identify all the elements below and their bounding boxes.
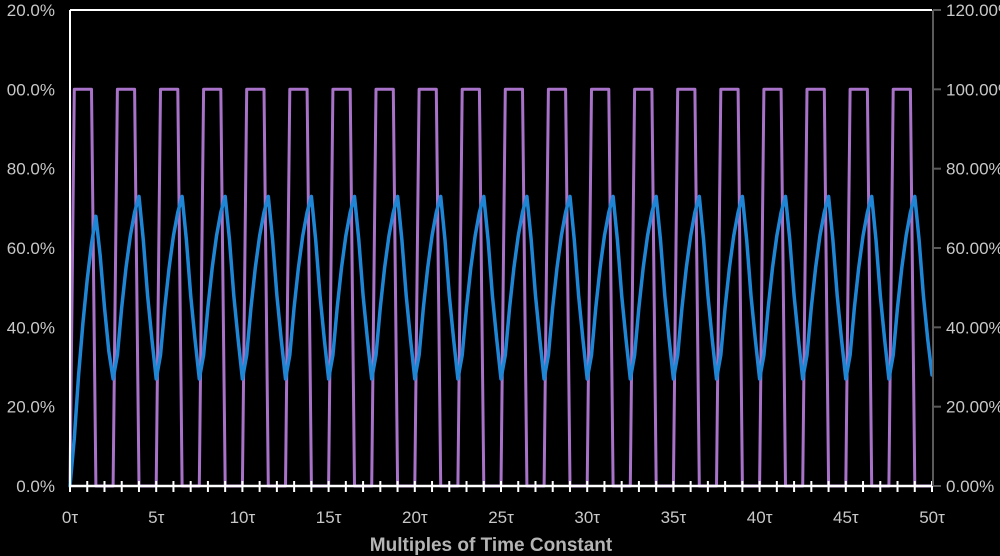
x-tick-label: 50τ bbox=[919, 508, 945, 527]
x-tick-label: 20τ bbox=[402, 508, 428, 527]
y-tick-label: 60.0% bbox=[7, 239, 55, 258]
x-tick-label: 5τ bbox=[148, 508, 164, 527]
y-tick-label: 20.0% bbox=[7, 398, 55, 417]
x-tick-label: 0τ bbox=[62, 508, 78, 527]
tick-labels: 0.0% 20.0% 40.0% 60.0% 80.0% 00.0% 20.0% 0.00% 2… bbox=[7, 1, 1000, 527]
rc-response-series bbox=[68, 194, 934, 488]
axes bbox=[69, 9, 941, 492]
x-tick-label: 35τ bbox=[661, 508, 687, 527]
y-tick-label: 20.0% bbox=[7, 1, 55, 20]
y2-tick-label: 60.00% bbox=[946, 239, 1000, 258]
y-tick-label: 40.0% bbox=[7, 318, 55, 337]
x-tick-label: 45τ bbox=[833, 508, 859, 527]
square-wave-series bbox=[68, 87, 934, 488]
y2-tick-label: 40.00% bbox=[946, 318, 1000, 337]
y2-tick-label: 80.00% bbox=[946, 160, 1000, 179]
x-tick-label: 10τ bbox=[230, 508, 256, 527]
y-tick-label: 80.0% bbox=[7, 160, 55, 179]
x-tick-label: 30τ bbox=[574, 508, 600, 527]
x-tick-label: 25τ bbox=[488, 508, 514, 527]
x-axis-title: Multiples of Time Constant bbox=[370, 535, 613, 556]
y2-tick-label: 20.00% bbox=[946, 398, 1000, 417]
x-tick-label: 40τ bbox=[747, 508, 773, 527]
y-tick-label: 00.0% bbox=[7, 80, 55, 99]
x-tick-label: 15τ bbox=[316, 508, 342, 527]
y-tick-label: 0.0% bbox=[16, 477, 55, 496]
plot-series bbox=[68, 87, 934, 488]
y2-tick-label: 100.00% bbox=[946, 80, 1000, 99]
y2-tick-label: 0.00% bbox=[946, 477, 994, 496]
y2-tick-label: 120.00% bbox=[946, 1, 1000, 20]
